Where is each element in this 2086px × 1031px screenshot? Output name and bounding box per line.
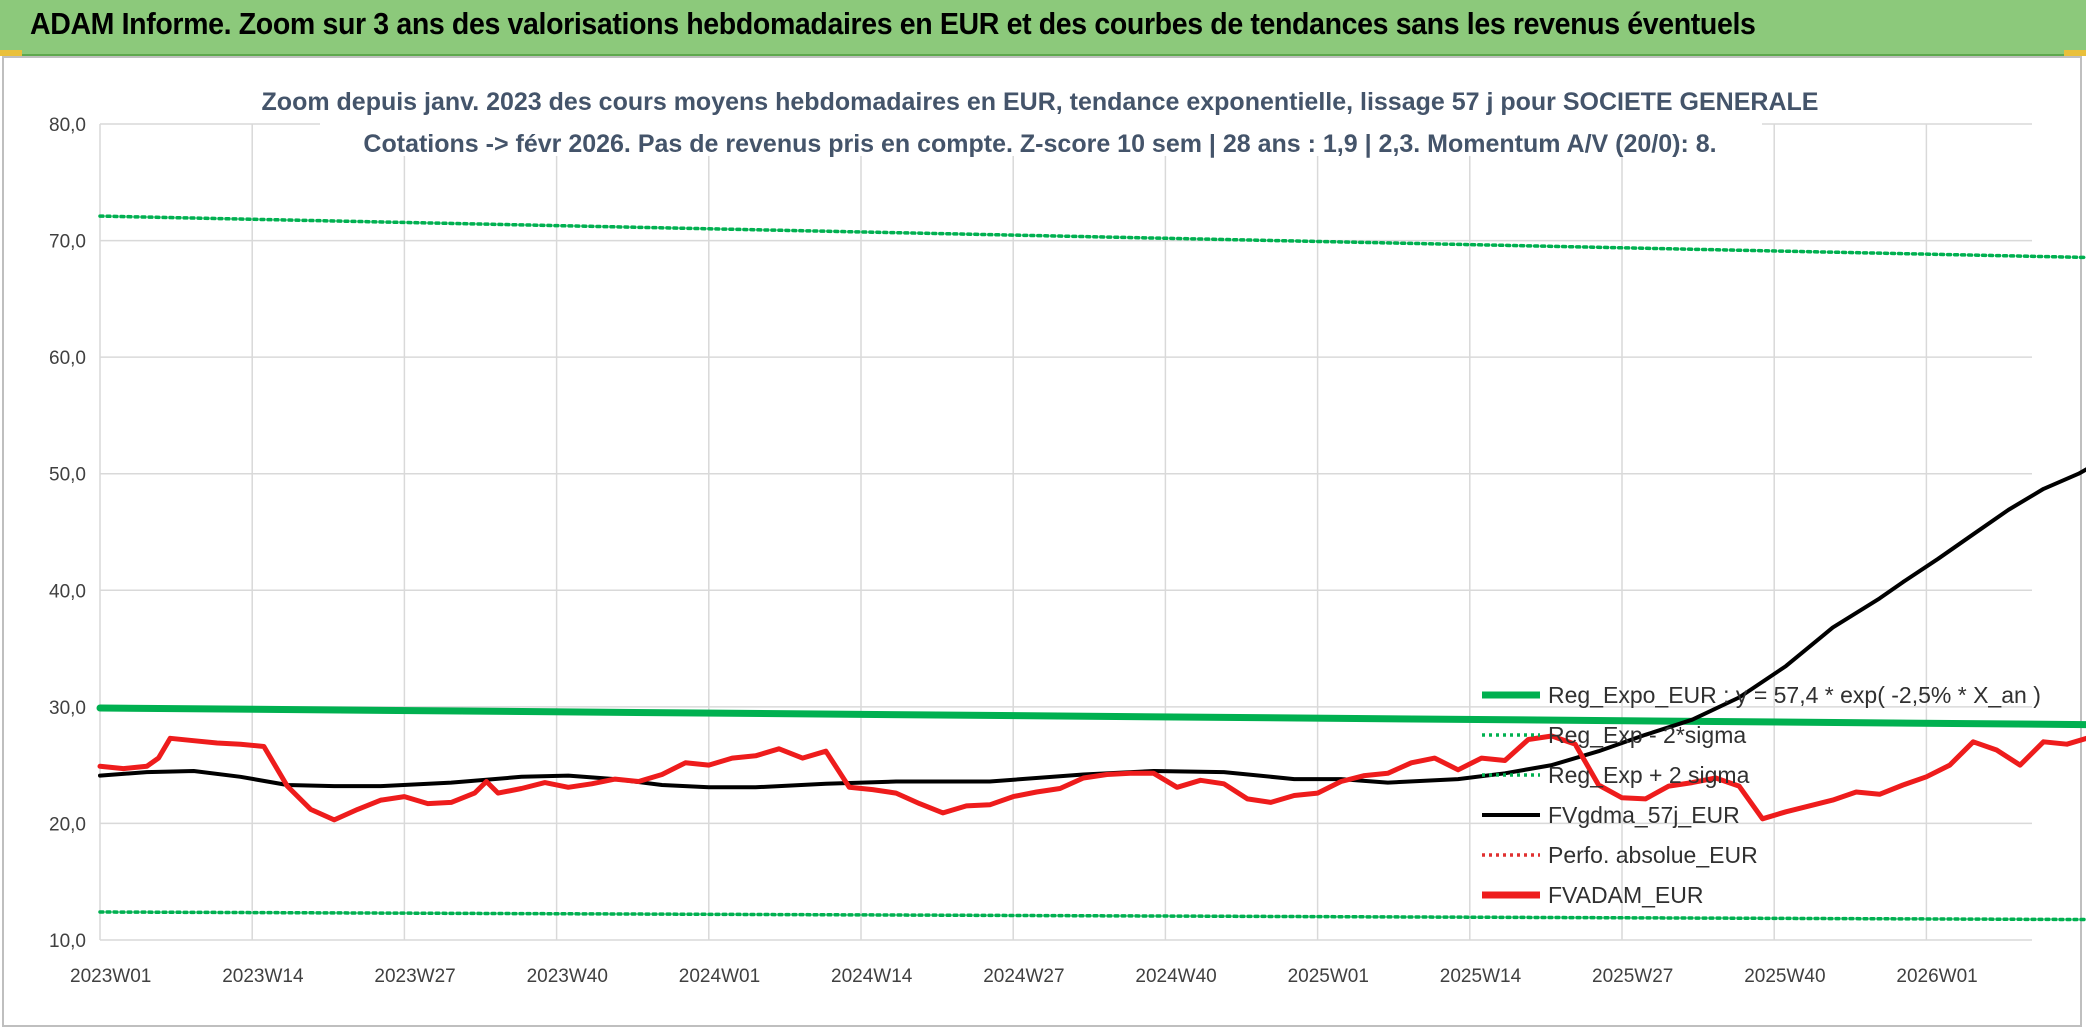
y-tick-label: 40,0 [49,581,86,602]
banner-corner-left [0,50,22,56]
x-tick-label: 2025W27 [1592,966,1673,987]
series-line-0 [96,704,2086,729]
grid [99,123,2032,941]
series-line-5 [97,733,2086,823]
x-tick-label: 2026W01 [1896,966,1977,987]
title-backdrop [320,80,1762,156]
y-tick-label: 50,0 [49,465,86,486]
series-lines [96,214,2086,922]
banner-corner-right [2064,50,2086,56]
x-tick-label: 2023W01 [70,966,151,987]
x-tick-label: 2024W27 [983,966,1064,987]
x-axis-tick-labels: 2023W01 2023W14 2023W27 2023W40 2024W01 2024W… [70,966,1978,987]
y-tick-label: 70,0 [49,232,86,253]
y-tick-label: 80,0 [49,115,86,136]
y-axis-tick-labels: 10,0 20,0 30,0 40,0 50,0 60,0 70,0 80,0 [49,115,86,952]
legend-label: Reg_Exp - 2*sigma [1548,722,1746,748]
chart-frame [2,56,2082,1027]
y-tick-label: 10,0 [49,931,86,952]
x-tick-label: 2023W27 [374,966,455,987]
x-tick-label: 2023W40 [527,966,608,987]
y-tick-label: 30,0 [49,698,86,719]
legend: Reg_Expo_EUR : y = 57,4 * exp( -2,5% * X… [1482,682,2041,908]
legend-label: FVgdma_57j_EUR [1548,802,1740,828]
legend-label: Reg_Exp + 2 sigma [1548,762,1750,788]
x-tick-label: 2024W01 [679,966,760,987]
chart-subtitle: Cotations -> févr 2026. Pas de revenus p… [363,130,1716,158]
y-tick-label: 60,0 [49,348,86,369]
report-title: ADAM Informe. Zoom sur 3 ans des valoris… [30,6,1756,41]
header-banner: ADAM Informe. Zoom sur 3 ans des valoris… [0,0,2086,56]
legend-label: FVADAM_EUR [1548,882,1704,908]
y-tick-label: 20,0 [49,814,86,835]
chart-title: Zoom depuis janv. 2023 des cours moyens … [262,88,1819,116]
series-line-1 [98,910,2086,922]
x-tick-label: 2025W14 [1440,966,1522,987]
x-tick-label: 2024W14 [831,966,913,987]
x-tick-label: 2024W40 [1135,966,1216,987]
legend-label: Perfo. absolue_EUR [1548,842,1758,868]
legend-label: Reg_Expo_EUR : y = 57,4 * exp( -2,5% * X… [1548,682,2041,708]
series-line-2 [98,214,2086,260]
x-tick-label: 2025W01 [1288,966,1369,987]
x-tick-label: 2023W14 [222,966,304,987]
x-tick-label: 2025W40 [1744,966,1825,987]
series-line-3 [98,467,2086,790]
